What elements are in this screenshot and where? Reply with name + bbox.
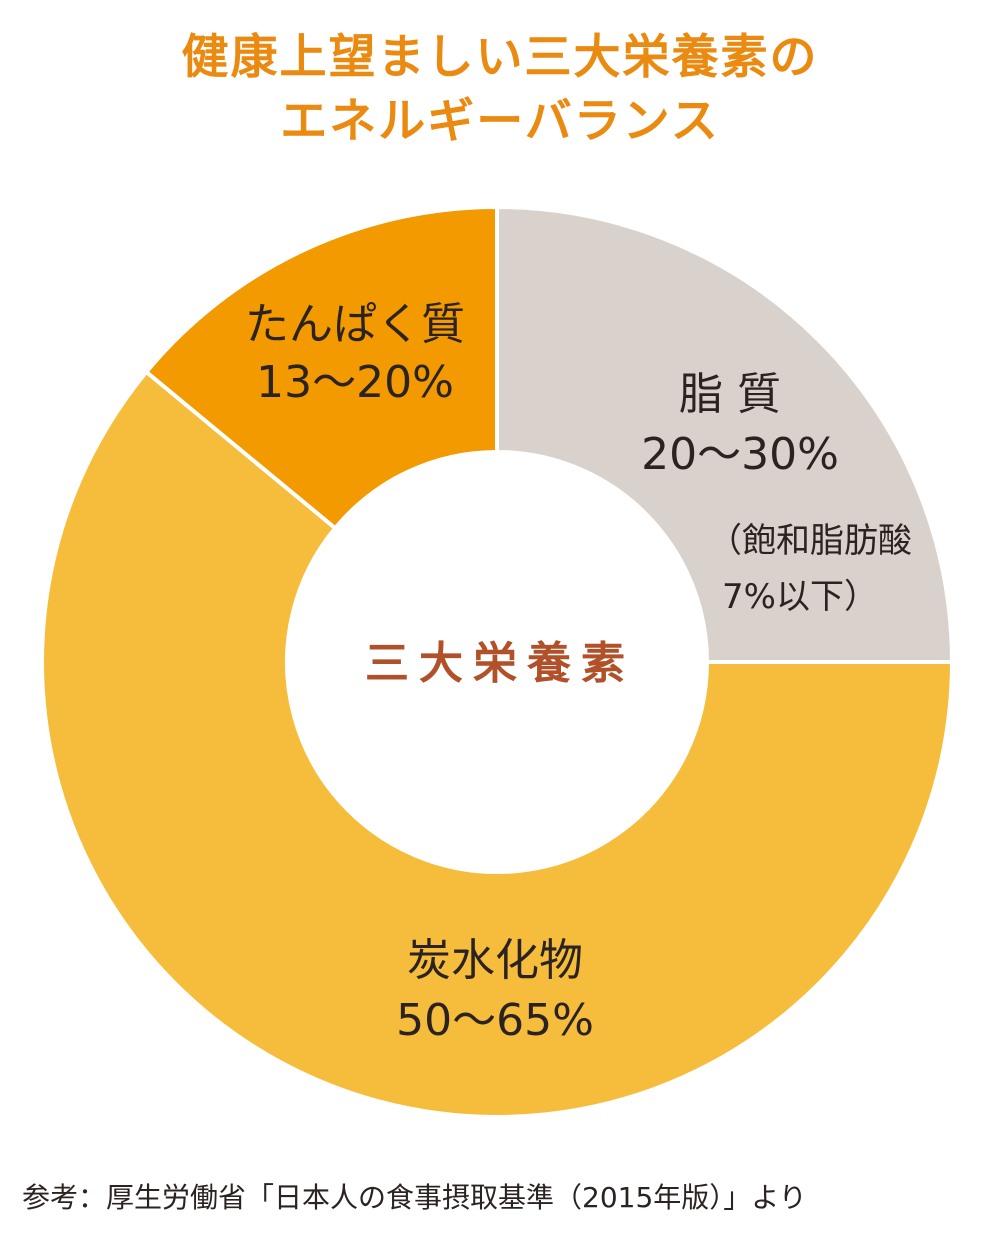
slice-label-fat-range: 20〜30% (641, 429, 839, 480)
slice-label-carb-name: 炭水化物 (407, 935, 583, 986)
slice-label-fat-name: 脂 質 (679, 369, 781, 420)
slice-label-carb-range: 50〜65% (396, 995, 594, 1046)
slice-fat (495, 204, 955, 664)
center-label: 三大栄養素 (365, 638, 635, 689)
slice-label-protein-range: 13〜20% (256, 357, 454, 408)
slice-note-fat-line-2: 7%以下） (722, 577, 878, 617)
chart-title-line-2: エネルギーバランス (280, 94, 720, 149)
source-note: 参考：厚生労働省「日本人の食事摂取基準（2015年版）」より (22, 1181, 807, 1214)
chart-title-line-1: 健康上望ましい三大栄養素の (181, 30, 819, 85)
slice-carbohydrate (40, 369, 955, 1119)
slice-note-fat-line-1: （飽和脂肪酸 (708, 521, 912, 561)
slice-label-protein-name: たんぱく質 (245, 299, 465, 350)
slice-protein (143, 204, 499, 531)
